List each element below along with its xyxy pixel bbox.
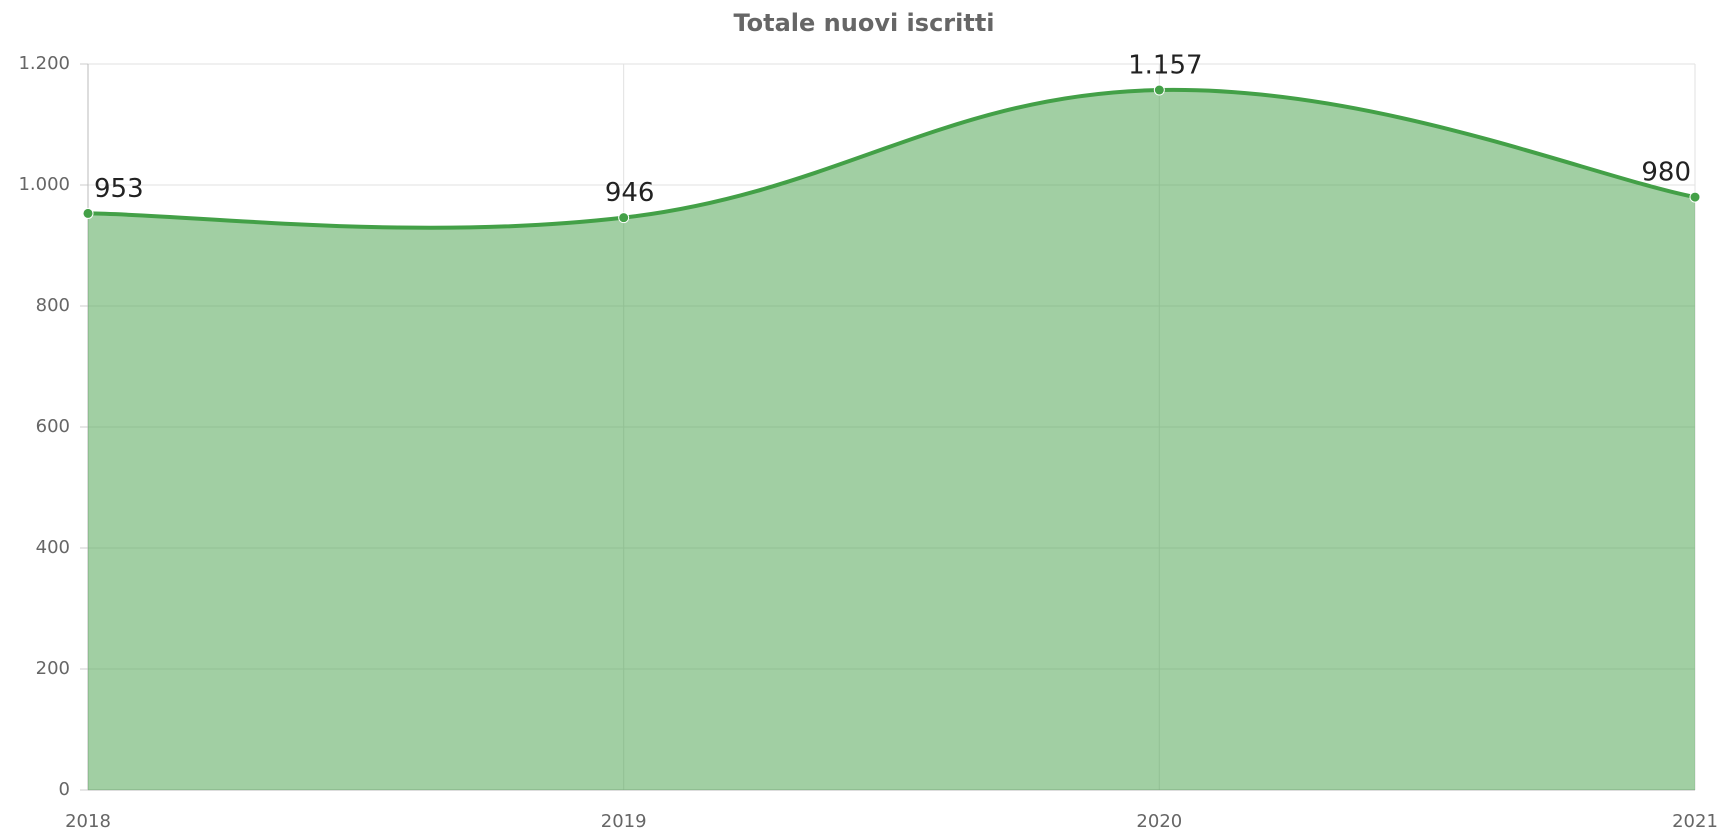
chart-title: Totale nuovi iscritti <box>733 9 994 37</box>
point <box>82 207 94 219</box>
point <box>1689 191 1701 203</box>
data-label: 980 <box>1641 158 1691 188</box>
y-tick-label: 400 <box>36 537 70 558</box>
point <box>1153 84 1165 96</box>
area <box>88 89 1695 790</box>
y-tick-label: 0 <box>59 779 70 800</box>
line <box>87 87 1696 230</box>
y-tick-label: 200 <box>36 658 70 679</box>
y-tick-label: 1.000 <box>18 174 70 195</box>
y-tick-label: 1.200 <box>18 53 70 74</box>
data-label: 1.157 <box>1128 51 1202 81</box>
point <box>618 212 630 224</box>
x-tick-label: 2018 <box>65 811 111 832</box>
y-tick-label: 600 <box>36 416 70 437</box>
data-label: 946 <box>605 178 655 208</box>
x-tick-label: 2021 <box>1672 811 1718 832</box>
x-tick-label: 2020 <box>1136 811 1182 832</box>
y-tick-label: 800 <box>36 295 70 316</box>
data-label: 953 <box>94 174 144 204</box>
x-tick-label: 2019 <box>601 811 647 832</box>
